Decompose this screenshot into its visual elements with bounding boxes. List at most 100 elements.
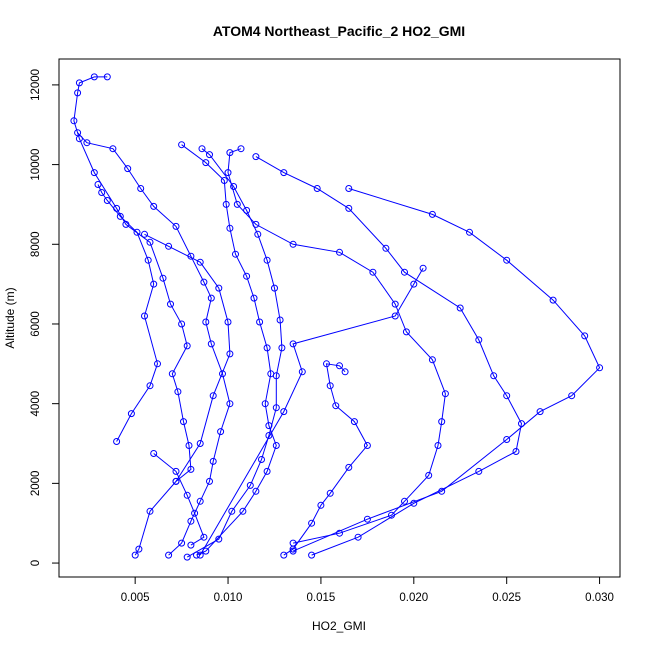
data-point [185,442,193,449]
data-point [219,370,226,378]
series-line [199,267,424,556]
data-point [237,145,245,153]
data-point [196,258,204,266]
data-point [308,519,316,527]
data-point [258,456,265,463]
data-point [581,332,589,340]
data-point [209,392,217,400]
data-series [94,181,161,445]
data-point [323,360,330,368]
data-point [271,284,278,292]
series-line [144,233,231,482]
data-point [178,141,186,149]
data-point [434,442,442,449]
x-tick-label: 0.010 [214,592,243,604]
data-point [124,165,132,173]
data-point [369,268,377,276]
x-tick-label: 0.030 [585,592,614,604]
data-point [246,481,254,489]
data-point [280,169,288,177]
data-point [196,551,204,559]
series-line [181,144,277,556]
data-series [70,73,195,559]
data-point [332,402,340,410]
series-line [292,188,601,552]
data-point [280,551,288,559]
x-tick-label: 0.020 [399,592,428,604]
data-series [178,141,280,559]
data-point [568,392,576,400]
y-axis-label: Altitude (m) [3,287,17,348]
data-point [428,356,436,364]
data-point [503,392,511,400]
data-point [402,328,410,336]
data-point [178,320,186,328]
data-point [172,467,180,475]
data-point [183,553,191,561]
data-point [503,256,511,264]
series-line [186,148,283,558]
data-point [168,370,176,378]
data-point [165,551,173,559]
data-point [345,204,353,212]
data-point [154,360,161,368]
data-point [276,316,284,324]
data-point [391,300,399,308]
data-point [202,159,210,167]
data-point [419,264,427,272]
y-tick-label: 6000 [30,311,42,337]
data-point [261,400,269,408]
data-point [178,539,186,547]
data-point [159,274,167,282]
x-axis-label: HO2_GMI [312,619,366,633]
x-axis: 0.005 0.010 0.015 0.020 0.025 0.030 [121,576,614,604]
x-tick-label: 0.015 [307,592,336,604]
data-point [131,551,139,559]
data-point [252,153,260,161]
data-point [289,539,297,547]
data-series [252,153,525,559]
data-point [308,551,316,559]
data-point [263,344,271,352]
data-point [317,501,325,509]
data-point [94,181,102,188]
data-point [206,151,213,159]
data-point [116,212,124,220]
data-point [103,197,111,204]
data-point [345,463,353,471]
data-point [278,344,286,352]
data-point [198,145,206,153]
data-point [289,340,297,348]
data-point [243,206,251,214]
data-point [391,312,399,320]
data-point [298,368,306,376]
data-point [265,432,273,439]
data-point [410,280,418,288]
data-point [596,364,604,372]
data-point [74,89,82,97]
data-point [215,535,223,543]
data-point [438,418,446,426]
data-point [441,390,449,398]
data-point [75,79,83,87]
data-point [90,73,98,81]
data-point [150,202,158,210]
data-point [466,228,473,236]
data-point [165,242,173,250]
data-point [183,342,191,350]
data-point [187,517,195,525]
series-layer [70,73,604,561]
data-point [150,450,158,457]
series-line [227,148,446,544]
data-point [172,477,180,485]
data-point [252,220,260,228]
data-point [113,438,121,445]
data-point [187,541,195,549]
data-point [167,300,174,308]
series-line [255,156,523,556]
data-point [146,382,154,390]
data-point [222,200,230,208]
data-point [313,185,321,192]
data-point [98,189,106,196]
data-point [490,372,498,380]
